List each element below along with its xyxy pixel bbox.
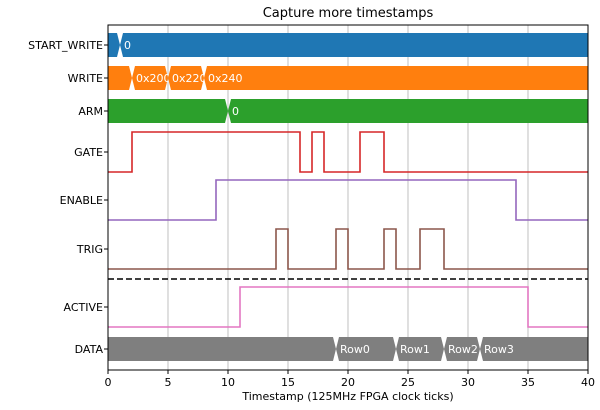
x-tick-label: 15 [281,376,295,389]
trace-enable [108,179,588,221]
bus-value-label: 0 [232,105,239,118]
trace-active [108,286,588,328]
bus-segment-write [168,66,204,90]
x-axis-label: Timestamp (125MHz FPGA clock ticks) [241,390,453,403]
x-tick-label: 30 [461,376,475,389]
signal-traces: 0 0x200 0x220 0x240 0 Row0 Row1 Row2 Row3 [108,33,588,361]
bus-value-label: 0x220 [172,72,207,85]
signal-label-start-write: START_WRITE [28,39,103,52]
signal-labels: START_WRITE WRITE ARM GATE ENABLE TRIG ACTIVE D… [28,39,108,356]
bus-segment-data [336,337,396,361]
x-axis-ticks: 0 5 10 15 20 25 30 35 40 [105,370,595,389]
signal-label-trig: TRIG [76,243,103,256]
x-tick-label: 35 [521,376,535,389]
bus-segment-write [108,66,132,90]
bus-segment-write [204,66,588,90]
trace-gate [108,131,588,173]
signal-label-gate: GATE [74,146,103,159]
x-tick-label: 40 [581,376,595,389]
bus-value-label: Row2 [448,343,478,356]
x-tick-label: 10 [221,376,235,389]
bus-segment-data [480,337,588,361]
signal-label-arm: ARM [78,105,103,118]
signal-label-data: DATA [75,343,104,356]
signal-label-write: WRITE [68,72,103,85]
bus-value-label: Row3 [484,343,514,356]
x-tick-label: 25 [401,376,415,389]
signal-label-enable: ENABLE [60,194,103,207]
bus-value-label: 0 [124,39,131,52]
x-tick-label: 0 [105,376,112,389]
x-tick-label: 5 [165,376,172,389]
bus-segment-start-write [120,33,588,57]
x-tick-label: 20 [341,376,355,389]
bus-segment-write [132,66,168,90]
chart-title: Capture more timestamps [263,6,434,21]
bus-value-label: 0x240 [208,72,243,85]
bus-segment-arm [228,99,588,123]
bus-segment-data [396,337,444,361]
bus-segment-data [108,337,336,361]
plot-frame [107,24,589,371]
signal-label-active: ACTIVE [64,301,104,314]
bus-value-label: Row1 [400,343,430,356]
bus-segment-arm [108,99,228,123]
trace-trig [108,228,588,270]
bus-segment-data [444,337,480,361]
bus-segment-start-write [108,33,120,57]
bus-value-label: Row0 [340,343,370,356]
bus-value-label: 0x200 [136,72,171,85]
